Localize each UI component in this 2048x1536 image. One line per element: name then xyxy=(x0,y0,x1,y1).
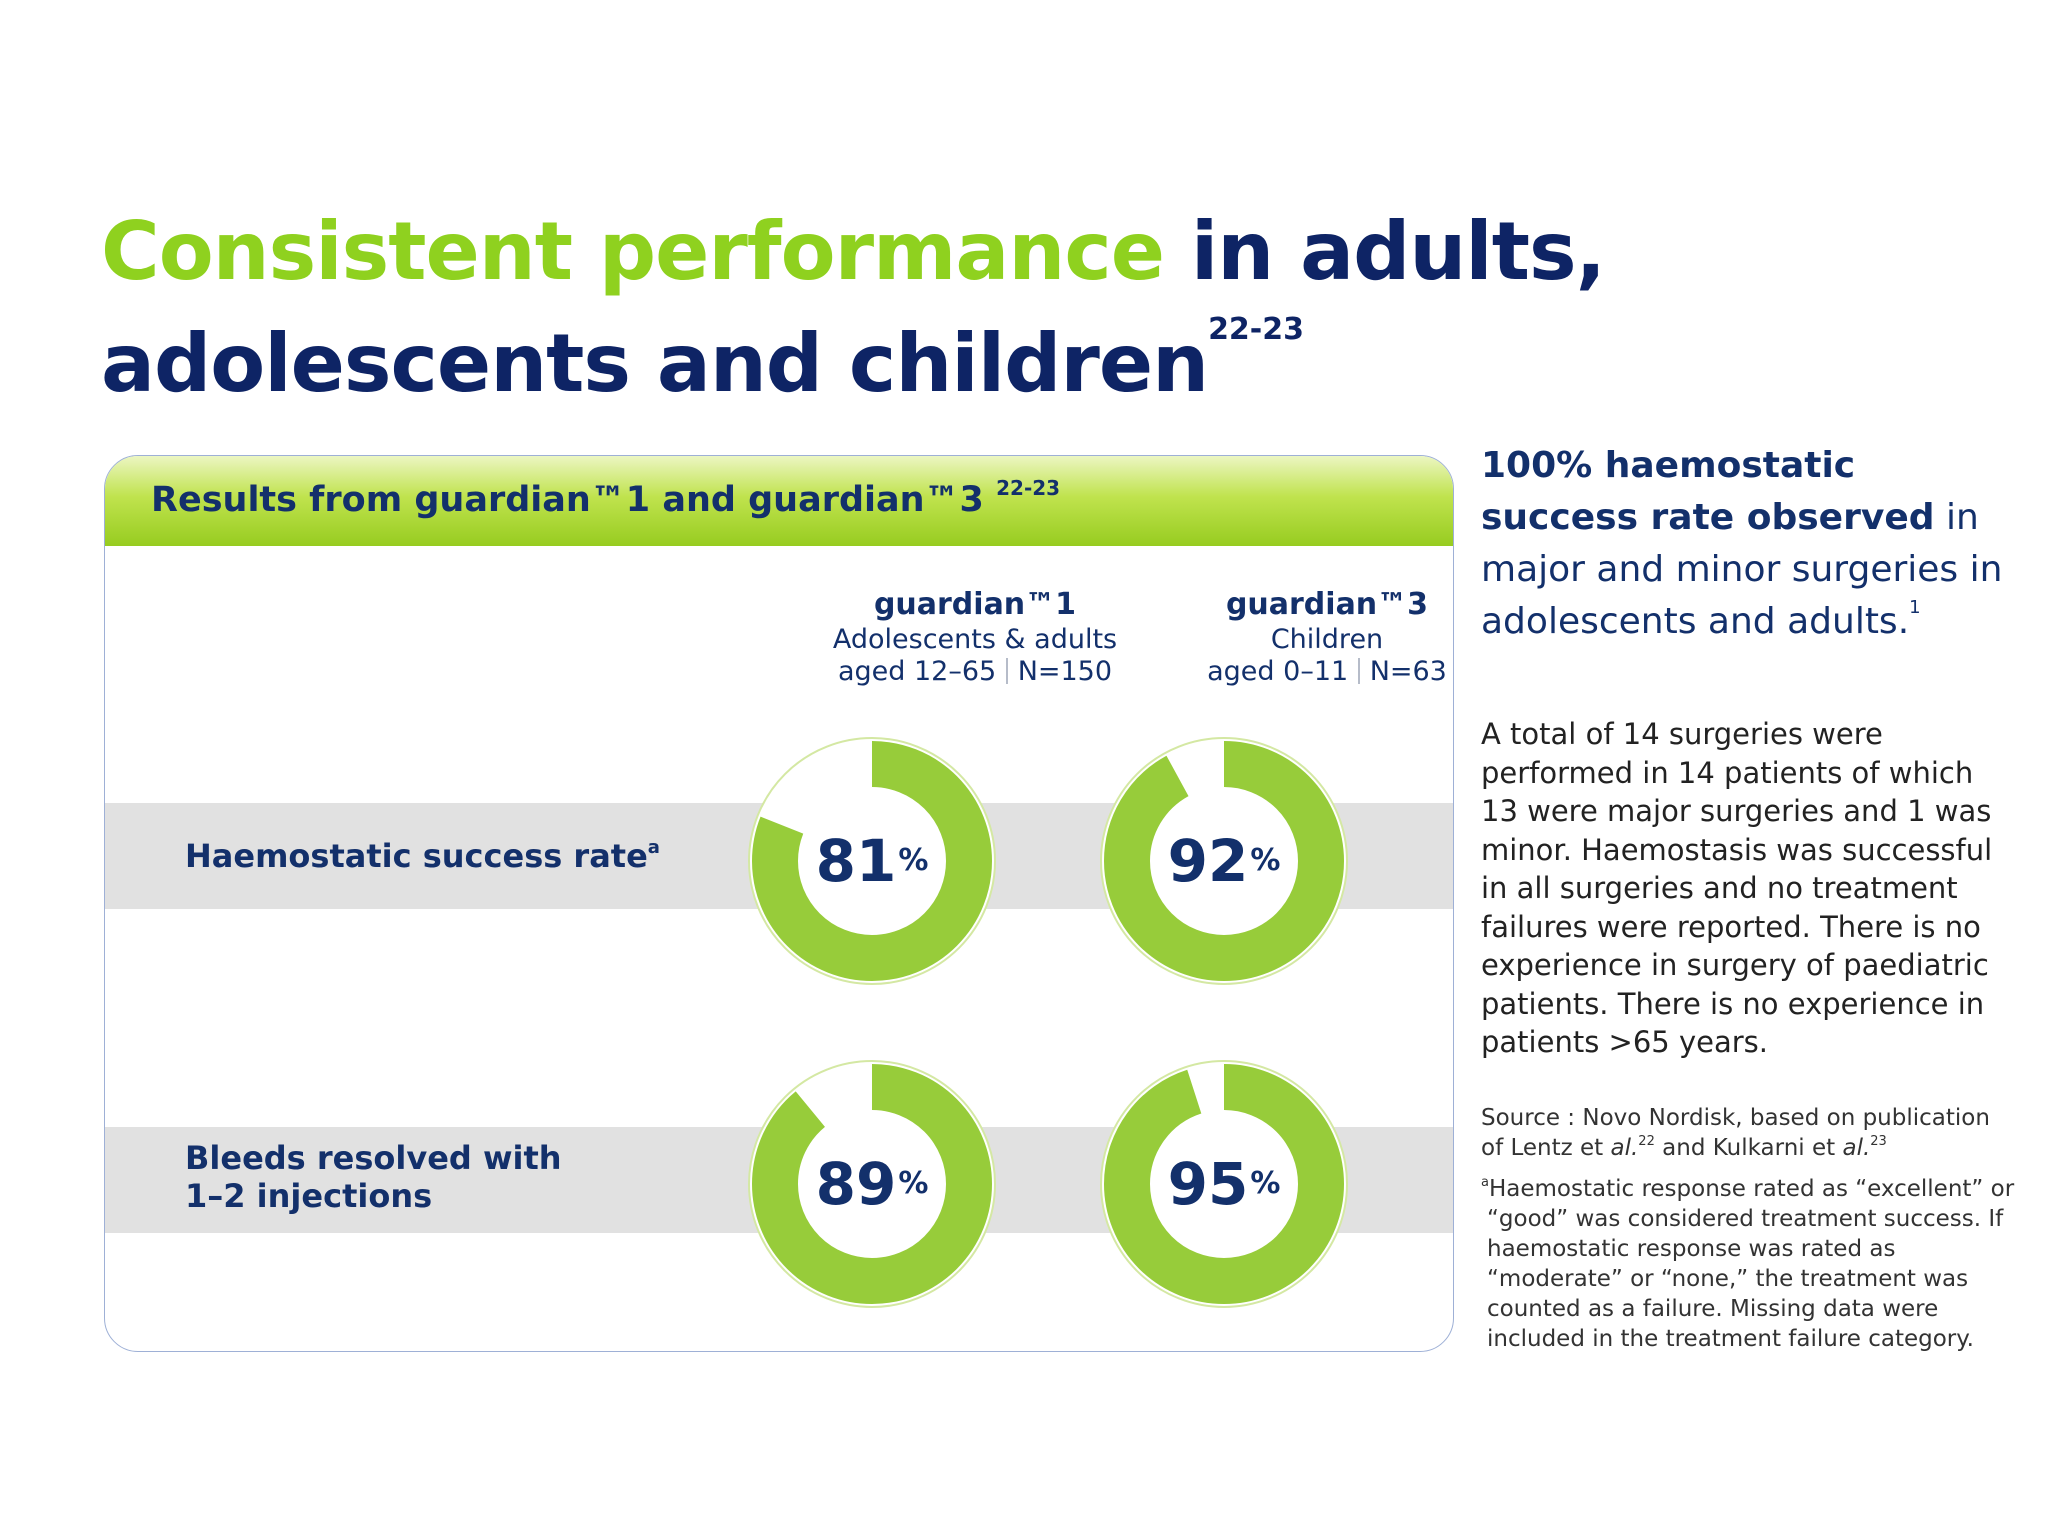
source-al: al. xyxy=(1610,1135,1639,1161)
panel-header-label: Results from guardian™1 and guardian™3 2… xyxy=(151,478,1060,520)
column-n: N=63 xyxy=(1369,656,1447,687)
column-age: aged 0–11 xyxy=(1207,656,1349,687)
column-name: guardian™1 xyxy=(873,587,1077,622)
donut-ring xyxy=(748,737,996,985)
donut-guardian1-bleeds: 89% xyxy=(747,1059,997,1309)
source-al: al. xyxy=(1842,1135,1871,1161)
row-label-bleeds-resolved: Bleeds resolved with 1–2 injections xyxy=(185,1139,562,1215)
donut-value: 89% xyxy=(815,1150,929,1218)
headline-bold: 100% haemostatic success rate observed xyxy=(1481,445,1935,538)
divider xyxy=(1358,658,1360,684)
donut-number: 95 xyxy=(1167,1150,1249,1218)
donut-value: 92% xyxy=(1167,827,1281,895)
donut-guardian1-success: 81% xyxy=(747,736,997,986)
source-ref: 23 xyxy=(1870,1134,1887,1149)
column-header-guardian3: guardian™3 Children aged 0–11 N=63 xyxy=(1162,456,1453,688)
title-part1: in adults, xyxy=(1190,205,1606,298)
donut-guardian3-bleeds: 95% xyxy=(1099,1059,1349,1309)
donut-number: 92 xyxy=(1167,827,1249,895)
page-title: Consistent performance in adults, adoles… xyxy=(101,196,1606,420)
donut-arc xyxy=(1104,1064,1344,1304)
footnote-marker: a xyxy=(1481,1175,1489,1190)
source-prefix: Source : Novo Nordisk, based on publicat… xyxy=(1481,1105,1990,1161)
column-n: N=150 xyxy=(1017,656,1113,687)
results-panel: Results from guardian™1 and guardian™3 2… xyxy=(104,455,1454,1352)
donut-arc xyxy=(752,741,992,981)
row-label-ref: a xyxy=(647,837,660,858)
source-mid: and Kulkarni et xyxy=(1662,1135,1836,1161)
title-ref: 22-23 xyxy=(1208,312,1305,347)
divider xyxy=(1006,658,1008,684)
column-name: guardian™3 xyxy=(1225,587,1429,622)
footnote-rest: “good” was considered treatment success.… xyxy=(1487,1206,2004,1352)
column-population: Children xyxy=(1270,624,1384,655)
sidebar-headline: 100% haemostatic success rate observed i… xyxy=(1481,440,2011,648)
donut-number: 81 xyxy=(815,827,897,895)
donut-arc xyxy=(752,1064,992,1304)
title-part2: adolescents and children xyxy=(101,317,1209,410)
panel-header-ref: 22-23 xyxy=(996,476,1061,500)
column-population: Adolescents & adults xyxy=(832,624,1118,655)
panel-header: Results from guardian™1 and guardian™3 2… xyxy=(105,456,1453,546)
headline-ref: 1 xyxy=(1909,597,1921,618)
donut-ring xyxy=(1100,1060,1348,1308)
headline-light: in major and minor surgeries in adolesce… xyxy=(1481,497,2003,642)
donut-value: 81% xyxy=(815,827,929,895)
donut-number: 89 xyxy=(815,1150,897,1218)
donut-ring xyxy=(748,1060,996,1308)
footnote: aHaemostatic response rated as “excellen… xyxy=(1481,1174,2015,1354)
row-label-success-rate: Haemostatic success ratea xyxy=(185,837,660,875)
row-label-text: Haemostatic success rate xyxy=(185,837,648,875)
panel-header-text: Results from guardian™1 and guardian™3 xyxy=(151,480,984,520)
column-header-guardian1: guardian™1 Adolescents & adults aged 12–… xyxy=(810,456,1140,688)
source-ref: 22 xyxy=(1638,1134,1655,1149)
sidebar-body: A total of 14 surgeries were performed i… xyxy=(1481,717,1993,1059)
donut-guardian3-success: 92% xyxy=(1099,736,1349,986)
footnote-first-line: Haemostatic response rated as “excellent… xyxy=(1488,1176,2015,1202)
title-highlight: Consistent performance xyxy=(101,205,1165,298)
donut-value: 95% xyxy=(1167,1150,1281,1218)
donut-arc xyxy=(1104,741,1344,981)
column-age: aged 12–65 xyxy=(837,656,997,687)
source-note: Source : Novo Nordisk, based on publicat… xyxy=(1481,1103,2011,1163)
donut-ring xyxy=(1100,737,1348,985)
